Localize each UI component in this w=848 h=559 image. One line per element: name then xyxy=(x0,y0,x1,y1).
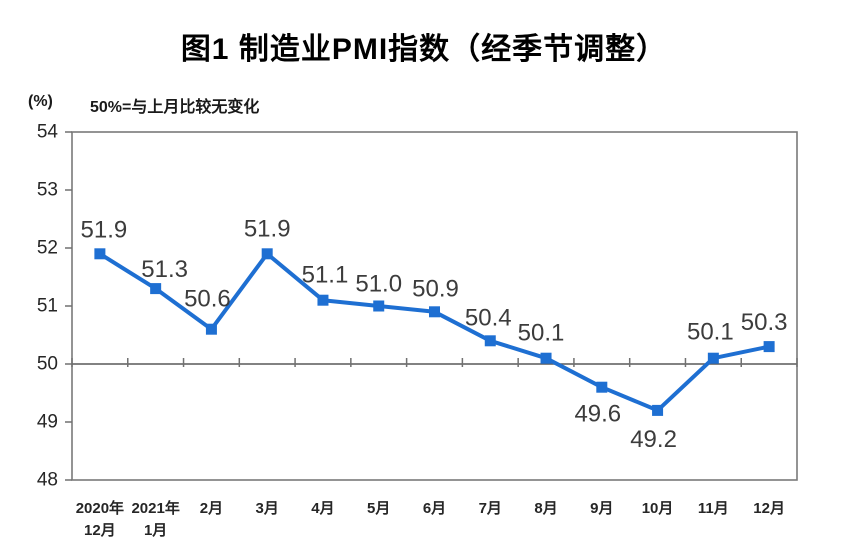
data-point-label: 51.9 xyxy=(244,215,291,242)
data-point-marker xyxy=(484,335,496,347)
data-point-marker xyxy=(429,306,440,318)
data-point-label: 50.3 xyxy=(741,309,788,336)
data-point-label: 49.2 xyxy=(630,426,677,453)
data-point-marker xyxy=(94,248,106,260)
x-category-label: 10月 xyxy=(642,500,674,517)
y-tick-label: 52 xyxy=(37,238,58,259)
y-tick-label: 51 xyxy=(37,296,58,317)
data-point-marker xyxy=(707,352,719,364)
x-category-label: 3月 xyxy=(256,500,279,517)
data-point-marker xyxy=(317,294,329,306)
data-point-label: 50.1 xyxy=(687,319,734,346)
y-tick-label: 49 xyxy=(37,412,58,433)
chart-title: 图1 制造业PMI指数（经季节调整） xyxy=(180,33,668,66)
y-tick-label: 48 xyxy=(37,470,58,491)
x-category-label: 12月 xyxy=(753,500,785,517)
x-category-label: 5月 xyxy=(367,500,390,517)
data-point-label: 50.6 xyxy=(184,286,231,313)
data-point-label: 51.0 xyxy=(355,271,402,298)
y-tick-label: 53 xyxy=(37,180,58,201)
data-point-label: 51.3 xyxy=(141,256,188,283)
x-category-label: 12月 xyxy=(84,522,116,539)
x-category-label: 4月 xyxy=(311,500,334,517)
data-point-marker xyxy=(596,381,608,393)
x-category-label: 7月 xyxy=(479,500,502,517)
x-category-label: 2020年 xyxy=(76,499,124,517)
data-point-marker xyxy=(540,352,552,364)
x-category-label: 2月 xyxy=(200,500,223,517)
y-tick-label: 54 xyxy=(37,122,59,143)
data-point-marker xyxy=(261,248,273,260)
x-category-label: 11月 xyxy=(698,500,729,517)
data-point-marker xyxy=(150,283,162,295)
y-axis-unit-label: (%) xyxy=(28,93,53,110)
data-point-label: 51.9 xyxy=(81,216,128,243)
data-point-label: 50.9 xyxy=(412,275,459,302)
data-point-label: 50.1 xyxy=(518,320,565,347)
baseline-note: 50%=与上月比较无变化 xyxy=(90,99,260,116)
data-point-label: 49.6 xyxy=(574,401,621,428)
data-point-label: 51.1 xyxy=(302,262,349,289)
data-point-marker xyxy=(205,323,217,335)
x-category-label: 2021年 xyxy=(131,499,179,517)
y-tick-label: 50 xyxy=(37,354,58,375)
x-category-label: 9月 xyxy=(590,500,613,517)
data-point-marker xyxy=(652,404,664,416)
x-category-label: 6月 xyxy=(423,500,446,517)
x-category-label: 1月 xyxy=(144,522,167,539)
data-point-marker xyxy=(373,300,385,312)
data-point-label: 50.4 xyxy=(465,304,512,331)
data-point-marker xyxy=(763,341,775,353)
x-category-label: 8月 xyxy=(534,500,557,517)
